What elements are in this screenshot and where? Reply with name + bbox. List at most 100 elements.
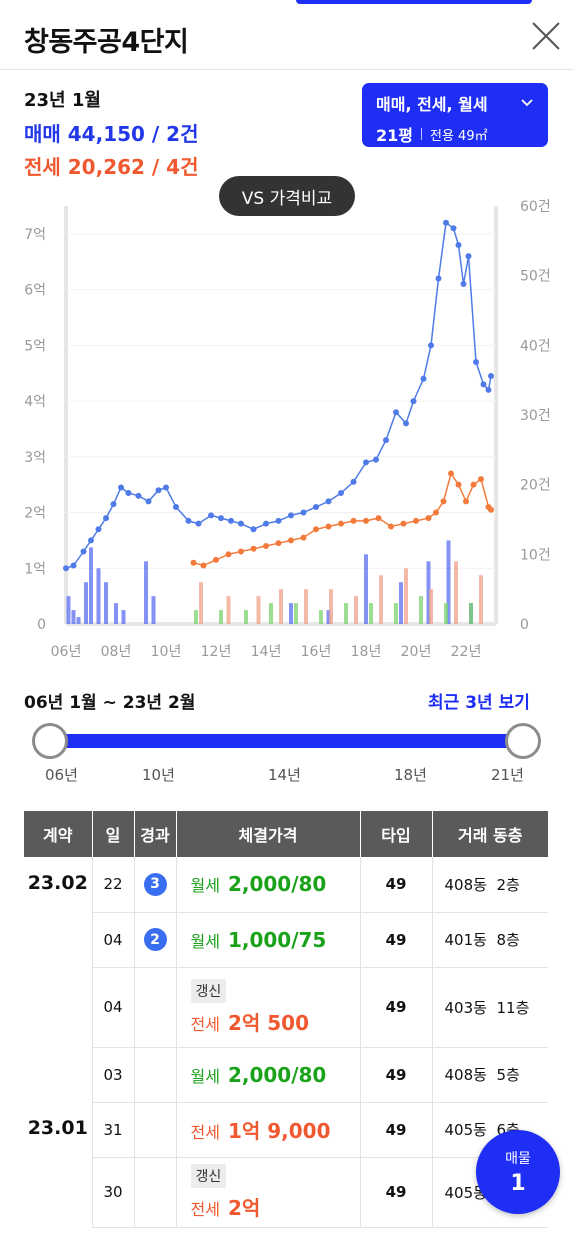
volume-bar xyxy=(121,610,126,624)
volume-bar xyxy=(454,561,458,624)
close-button[interactable] xyxy=(528,18,564,54)
price-point xyxy=(95,526,102,533)
table-row[interactable]: 04 갱신 전세 2억 500 49 403동 11층 xyxy=(24,967,548,1048)
price-point xyxy=(313,526,319,533)
period-slider-track[interactable] xyxy=(50,734,524,748)
y-left-tick-label: 7억 xyxy=(24,227,46,243)
y-right-tick-label: 50건 xyxy=(520,269,551,285)
price-point xyxy=(213,556,219,563)
volume-bar xyxy=(404,568,408,624)
recent-3-years-link[interactable]: 최근 3년 보기 xyxy=(428,693,530,713)
price-chart: 0 1억 2억 3억 4억 5억 6억 7억 0 10건 20건 30건 40건 50건 60건 06년 08년… xyxy=(24,199,551,660)
col-header-price[interactable]: 체결가격 xyxy=(176,811,361,857)
volume-bar xyxy=(256,596,261,624)
dong-floor-cell: 408동 2층 xyxy=(432,857,548,913)
dong-label: 405동 xyxy=(444,1121,487,1139)
contract-day: 22 xyxy=(92,857,135,913)
floor-label: 2층 xyxy=(496,875,520,894)
floor-label: 5층 xyxy=(496,1066,520,1084)
volume-bar xyxy=(269,603,273,624)
volume-bar xyxy=(344,603,348,624)
period-range-label: 06년 1월 ~ 23년 2월 xyxy=(24,693,196,713)
slider-start-handle[interactable] xyxy=(32,723,68,759)
x-tick-label: 16년 xyxy=(301,644,332,660)
y-right-tick-label: 20건 xyxy=(520,478,551,494)
price-point xyxy=(443,219,449,226)
x-tick-label: 18년 xyxy=(351,644,382,660)
col-header-elapsed[interactable]: 경과 xyxy=(134,811,177,857)
table-row[interactable]: 03 월세 2,000/80 49 408동 5층 xyxy=(24,1047,548,1103)
price-point xyxy=(313,503,319,510)
deal-amount: 1억 9,000 xyxy=(227,1119,331,1143)
price-point xyxy=(375,515,382,522)
price-point xyxy=(413,517,419,524)
price-cell: 월세 2,000/80 xyxy=(176,1047,361,1103)
y-left-tick-label: 0 xyxy=(37,617,46,633)
price-point xyxy=(480,381,487,388)
summary-jeonse-price: 전세 20,262 / 4건 xyxy=(24,155,199,179)
elapsed-cell: 2 xyxy=(134,912,177,968)
col-header-dong-floor[interactable]: 거래 동층 xyxy=(432,811,548,857)
price-cell: 갱신 전세 2억 xyxy=(176,1157,361,1228)
table-row[interactable]: 04 2 월세 1,000/75 49 401동 8층 xyxy=(24,912,548,968)
price-point xyxy=(363,517,369,524)
unit-type: 49 xyxy=(360,1047,433,1103)
col-header-contract[interactable]: 계약 xyxy=(24,811,93,857)
contract-day: 03 xyxy=(92,1047,135,1103)
vs-compare-button[interactable]: VS 가격비교 xyxy=(219,176,355,216)
contract-day: 31 xyxy=(92,1102,135,1158)
y-left-tick-label: 1억 xyxy=(24,561,46,577)
price-point xyxy=(263,542,269,549)
table-row[interactable]: 30 갱신 전세 2억 49 405동 xyxy=(24,1157,548,1228)
volume-bar xyxy=(319,610,323,624)
volume-bar xyxy=(76,617,81,624)
price-point xyxy=(338,490,344,497)
listings-button[interactable]: 매물 1 xyxy=(476,1130,560,1214)
elapsed-badge: 2 xyxy=(143,928,167,951)
x-tick-label: 14년 xyxy=(251,644,282,660)
pyeong-label: 21평 xyxy=(376,126,413,145)
unit-type: 49 xyxy=(360,1157,433,1228)
listings-label: 매물 xyxy=(505,1151,531,1167)
price-point xyxy=(420,375,427,382)
table-row[interactable]: 23.02 22 3 월세 2,000/80 49 408동 2층 xyxy=(24,857,548,1102)
contract-day: 04 xyxy=(92,967,135,1048)
slider-tick-label: 10년 xyxy=(142,766,175,784)
contract-month: 23.01 xyxy=(24,1102,93,1227)
volume-bar xyxy=(429,589,433,624)
y-left-tick-label: 2억 xyxy=(24,506,46,522)
price-point xyxy=(428,342,434,349)
y-left-tick-label: 6억 xyxy=(24,283,46,299)
price-point xyxy=(410,398,417,405)
price-point xyxy=(433,509,439,516)
volume-bar xyxy=(294,603,298,624)
col-header-day[interactable]: 일 xyxy=(92,811,135,857)
deal-type-filter-button[interactable]: 매매, 전세, 월세 21평 전용 49㎡ xyxy=(362,83,548,147)
col-header-type[interactable]: 타입 xyxy=(360,811,433,857)
elapsed-cell: 3 xyxy=(134,857,177,913)
price-point xyxy=(208,512,214,519)
volume-bar xyxy=(329,589,333,624)
price-point xyxy=(70,562,77,569)
slider-end-handle[interactable] xyxy=(505,723,541,759)
deal-kind: 월세 xyxy=(190,1066,220,1086)
slider-tick-label: 06년 xyxy=(45,766,78,784)
price-point xyxy=(450,225,457,232)
volume-bar xyxy=(479,575,483,624)
elapsed-cell xyxy=(134,967,177,1048)
unit-type: 49 xyxy=(360,857,433,913)
volume-bar xyxy=(326,610,331,624)
elapsed-cell xyxy=(134,1047,177,1103)
price-point xyxy=(238,548,244,555)
dong-label: 408동 xyxy=(444,875,487,894)
deal-kind: 전세 xyxy=(190,1199,220,1219)
slider-tick-label: 14년 xyxy=(268,766,301,784)
y-left-tick-label: 3억 xyxy=(24,450,46,466)
y-right-tick-label: 40건 xyxy=(520,338,551,354)
volume-bar xyxy=(199,582,203,624)
price-point xyxy=(263,520,269,527)
renewal-tag: 갱신 xyxy=(190,1163,227,1188)
volume-bar xyxy=(144,561,148,624)
dong-label: 401동 xyxy=(444,931,487,949)
